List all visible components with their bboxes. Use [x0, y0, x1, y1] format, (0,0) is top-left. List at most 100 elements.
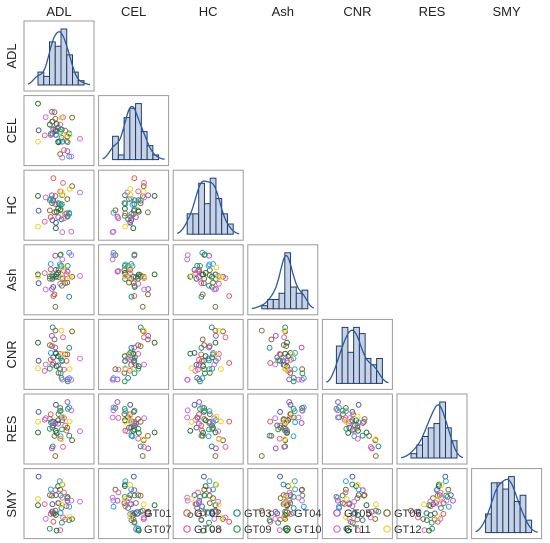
variable-row-labels: ADL CEL HC Ash CNR RES SMY	[4, 43, 19, 517]
scatter-point-gt02	[288, 511, 294, 517]
panel-smy-vs-cel	[98, 468, 170, 540]
scatter-point-gt11	[141, 194, 148, 201]
panel-smy-vs-smy	[471, 468, 543, 540]
scatter-point-gt07	[110, 503, 117, 510]
scatter-point-gt04	[145, 209, 151, 216]
legend-item-gt02: GT02	[183, 508, 222, 520]
scatter-point-gt04	[283, 343, 290, 350]
legend-label: GT10	[294, 524, 322, 536]
panels	[23, 20, 543, 540]
scatter-point-gt06	[206, 411, 213, 418]
scatter-point-gt05	[196, 399, 203, 405]
scatter-point-gt09	[64, 494, 71, 500]
scatter-point-gt02	[50, 360, 57, 366]
histogram-bar	[198, 182, 205, 235]
panel-hc-vs-cel	[98, 169, 170, 241]
histogram-bar	[278, 292, 286, 310]
scatter-point-gt12	[140, 501, 147, 508]
scatter-point-gt06	[210, 279, 216, 286]
scatter-point-gt08	[60, 334, 66, 341]
scatter-point-gt04	[145, 291, 151, 298]
scatter-point-gt03	[125, 375, 132, 381]
scatter-point-gt04	[361, 492, 368, 499]
row-label-smy: SMY	[4, 489, 19, 517]
scatter-point-gt05	[369, 508, 375, 515]
legend-item-gt01: GT01	[133, 508, 172, 520]
scatter-point-gt10	[35, 502, 41, 509]
scatter-point-gt01	[35, 473, 42, 480]
legend-label: GT08	[194, 524, 222, 536]
scatter-point-gt04	[268, 433, 275, 439]
scatter-point-gt04	[361, 492, 367, 499]
scatter-point-gt05	[49, 286, 55, 292]
scatter-point-gt03	[137, 443, 144, 450]
scatter-point-gt11	[68, 407, 75, 414]
legend-label: GT03	[244, 508, 272, 520]
scatter-point-gt10	[53, 128, 59, 134]
panel-cnr-vs-cel	[98, 318, 170, 390]
scatter-point-gt11	[282, 498, 289, 505]
scatter-point-gt10	[151, 502, 158, 509]
scatter-point-gt09	[59, 357, 65, 364]
scatter-point-gt09	[290, 378, 297, 385]
scatter-point-gt11	[272, 415, 279, 422]
scatter-point-gt09	[202, 407, 208, 414]
scatter-point-gt08	[286, 489, 293, 496]
scatter-point-gt07	[199, 503, 206, 510]
panel-frame	[23, 393, 95, 465]
scatter-point-gt11	[141, 415, 148, 422]
scatter-point-gt12	[289, 481, 296, 488]
scatter-point-gt08	[281, 444, 288, 450]
scatter-point-gt12	[373, 436, 379, 443]
panel-cel-vs-adl	[23, 95, 95, 167]
scatter-point-gt09	[64, 263, 71, 269]
panel-ash-vs-hc	[172, 244, 244, 316]
scatter-point-gt03	[282, 324, 289, 331]
scatter-point-gt08	[195, 415, 201, 421]
scatter-point-gt05	[55, 420, 62, 427]
histogram-bar	[410, 453, 418, 459]
scatter-point-gt12	[218, 418, 224, 425]
scatter-point-gt09	[46, 273, 53, 280]
scatter-point-gt05	[145, 508, 152, 515]
scatter-point-gt04	[199, 433, 206, 439]
scatter-point-gt09	[131, 370, 138, 377]
scatter-point-gt08	[135, 188, 142, 195]
scatter-point-gt12	[213, 264, 220, 271]
panel-frame	[98, 169, 170, 241]
scatter-point-gt09	[197, 406, 203, 412]
scatter-point-gt04	[212, 453, 219, 459]
scatter-point-gt09	[46, 365, 53, 372]
scatter-point-gt10	[35, 429, 41, 436]
histogram-bar	[272, 298, 280, 310]
scatter-point-gt10	[435, 483, 442, 490]
scatter-point-gt09	[197, 263, 203, 269]
scatter-point-gt04	[258, 327, 265, 334]
scatter-point-gt07	[47, 419, 54, 426]
scatter-point-gt04	[52, 115, 59, 122]
scatter-point-gt05	[335, 399, 341, 405]
scatter-point-gt11	[124, 428, 131, 435]
scatter-point-gt10	[363, 502, 370, 509]
scatter-point-gt10	[130, 273, 137, 280]
scatter-point-gt07	[343, 408, 349, 415]
panel-res-vs-cnr	[321, 393, 393, 465]
scatter-point-gt06	[210, 495, 216, 502]
scatter-point-gt01	[49, 501, 56, 508]
scatter-point-gt09	[135, 197, 142, 204]
scatter-point-gt05	[213, 332, 219, 339]
scatter-point-gt02	[226, 360, 233, 366]
scatter-point-gt01	[201, 473, 207, 480]
scatter-point-gt03	[359, 517, 366, 523]
scatter-point-gt09	[202, 251, 208, 258]
scatter-point-gt12	[58, 436, 65, 443]
scatter-point-gt10	[35, 100, 41, 107]
scatter-point-gt01	[274, 510, 281, 517]
scatter-point-gt11	[438, 494, 444, 501]
scatter-point-gt09	[59, 282, 65, 289]
panel-cnr-vs-adl	[23, 318, 95, 390]
scatter-point-gt08	[115, 366, 122, 373]
density-curve	[326, 329, 389, 384]
scatter-point-gt11	[42, 114, 49, 120]
scatter-point-gt08	[341, 501, 348, 508]
